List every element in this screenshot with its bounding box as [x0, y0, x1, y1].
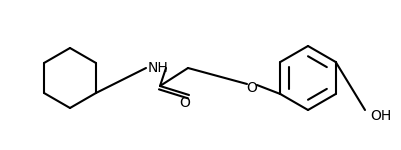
Text: O: O — [247, 81, 257, 95]
Text: OH: OH — [370, 109, 391, 123]
Text: NH: NH — [148, 61, 169, 75]
Text: O: O — [180, 96, 190, 110]
